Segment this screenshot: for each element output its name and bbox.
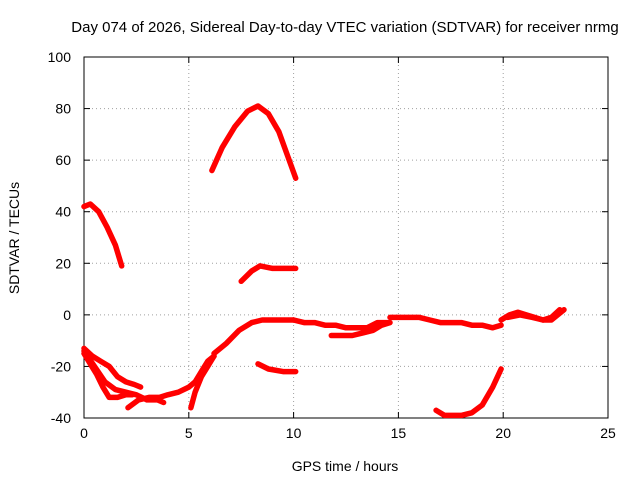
x-tick-label: 20 <box>495 425 511 441</box>
series-line-arc-14 <box>433 366 504 419</box>
y-tick-label: 0 <box>63 307 71 323</box>
grid-lines <box>84 57 608 418</box>
x-tick-label: 5 <box>185 425 193 441</box>
axis-ticks: 0 5 10 15 20 25 -40 -20 0 20 40 60 80 100 <box>48 49 616 441</box>
series-line-arc-12 <box>328 319 393 339</box>
x-tick-label: 0 <box>80 425 88 441</box>
y-tick-label: 80 <box>55 101 71 117</box>
y-tick-label: 60 <box>55 152 71 168</box>
series-line-arc-9 <box>188 353 217 411</box>
series-line-arc-10 <box>211 317 297 357</box>
x-axis-label: GPS time / hours <box>292 458 399 474</box>
y-tick-label: -20 <box>51 358 71 374</box>
series-line-arc-16 <box>504 306 567 323</box>
y-tick-label: -40 <box>51 410 71 426</box>
plot-frame <box>83 56 609 419</box>
y-axis-label: SDTVAR / TECUs <box>6 182 22 294</box>
x-tick-label: 25 <box>600 425 616 441</box>
series-line-arc-1 <box>81 201 125 269</box>
y-tick-label: 100 <box>48 49 72 65</box>
series-line-arc-11 <box>290 317 391 331</box>
data-series <box>81 103 567 419</box>
series-line-arc-13 <box>387 314 504 331</box>
x-tick-label: 15 <box>391 425 407 441</box>
x-tick-label: 10 <box>286 425 302 441</box>
series-line-arc-5 <box>81 345 144 390</box>
series-line-arc-3 <box>238 263 299 285</box>
chart-title: Day 074 of 2026, Sidereal Day-to-day VTE… <box>71 19 618 36</box>
series-line-arc-2 <box>209 103 299 181</box>
series-line-arc-4 <box>255 361 299 375</box>
y-tick-label: 20 <box>55 255 71 271</box>
y-tick-label: 40 <box>55 204 71 220</box>
